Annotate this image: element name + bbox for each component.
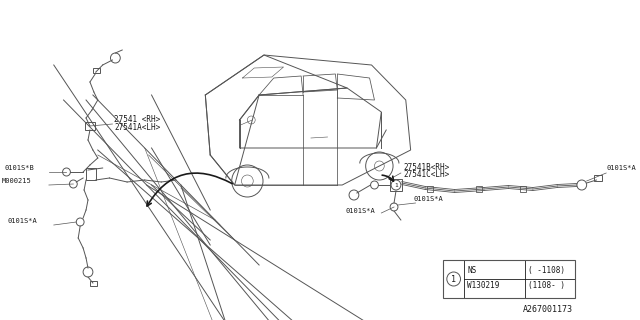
Text: 0101S*A: 0101S*A [8,218,38,224]
Bar [85,122,95,130]
Text: ( -1108): ( -1108) [528,266,565,275]
Text: 0101S*A: 0101S*A [345,208,375,214]
Text: 1: 1 [451,275,456,284]
Text: (1108- ): (1108- ) [528,281,565,290]
Bar [595,175,602,181]
Bar [520,186,526,192]
Bar [428,186,433,192]
Text: A267001173: A267001173 [523,305,573,314]
Text: 27541 <RH>: 27541 <RH> [115,115,161,124]
Bar [90,281,97,286]
Text: 0101S*A: 0101S*A [413,196,444,202]
FancyArrowPatch shape [382,175,394,181]
Text: 1: 1 [394,183,398,188]
Bar [443,260,575,298]
FancyArrowPatch shape [147,173,232,206]
Text: M000215: M000215 [2,178,32,184]
Text: 27541B<RH>: 27541B<RH> [404,163,450,172]
Bar [93,68,100,73]
Bar [390,179,402,191]
Text: 0101S*B: 0101S*B [5,165,35,171]
Text: W130219: W130219 [467,281,500,290]
Bar [86,168,96,180]
Text: 27541A<LH>: 27541A<LH> [115,123,161,132]
Text: NS: NS [467,266,477,275]
Text: 27541C<LH>: 27541C<LH> [404,170,450,179]
Text: 0101S*A: 0101S*A [606,165,636,171]
Bar [476,186,482,192]
